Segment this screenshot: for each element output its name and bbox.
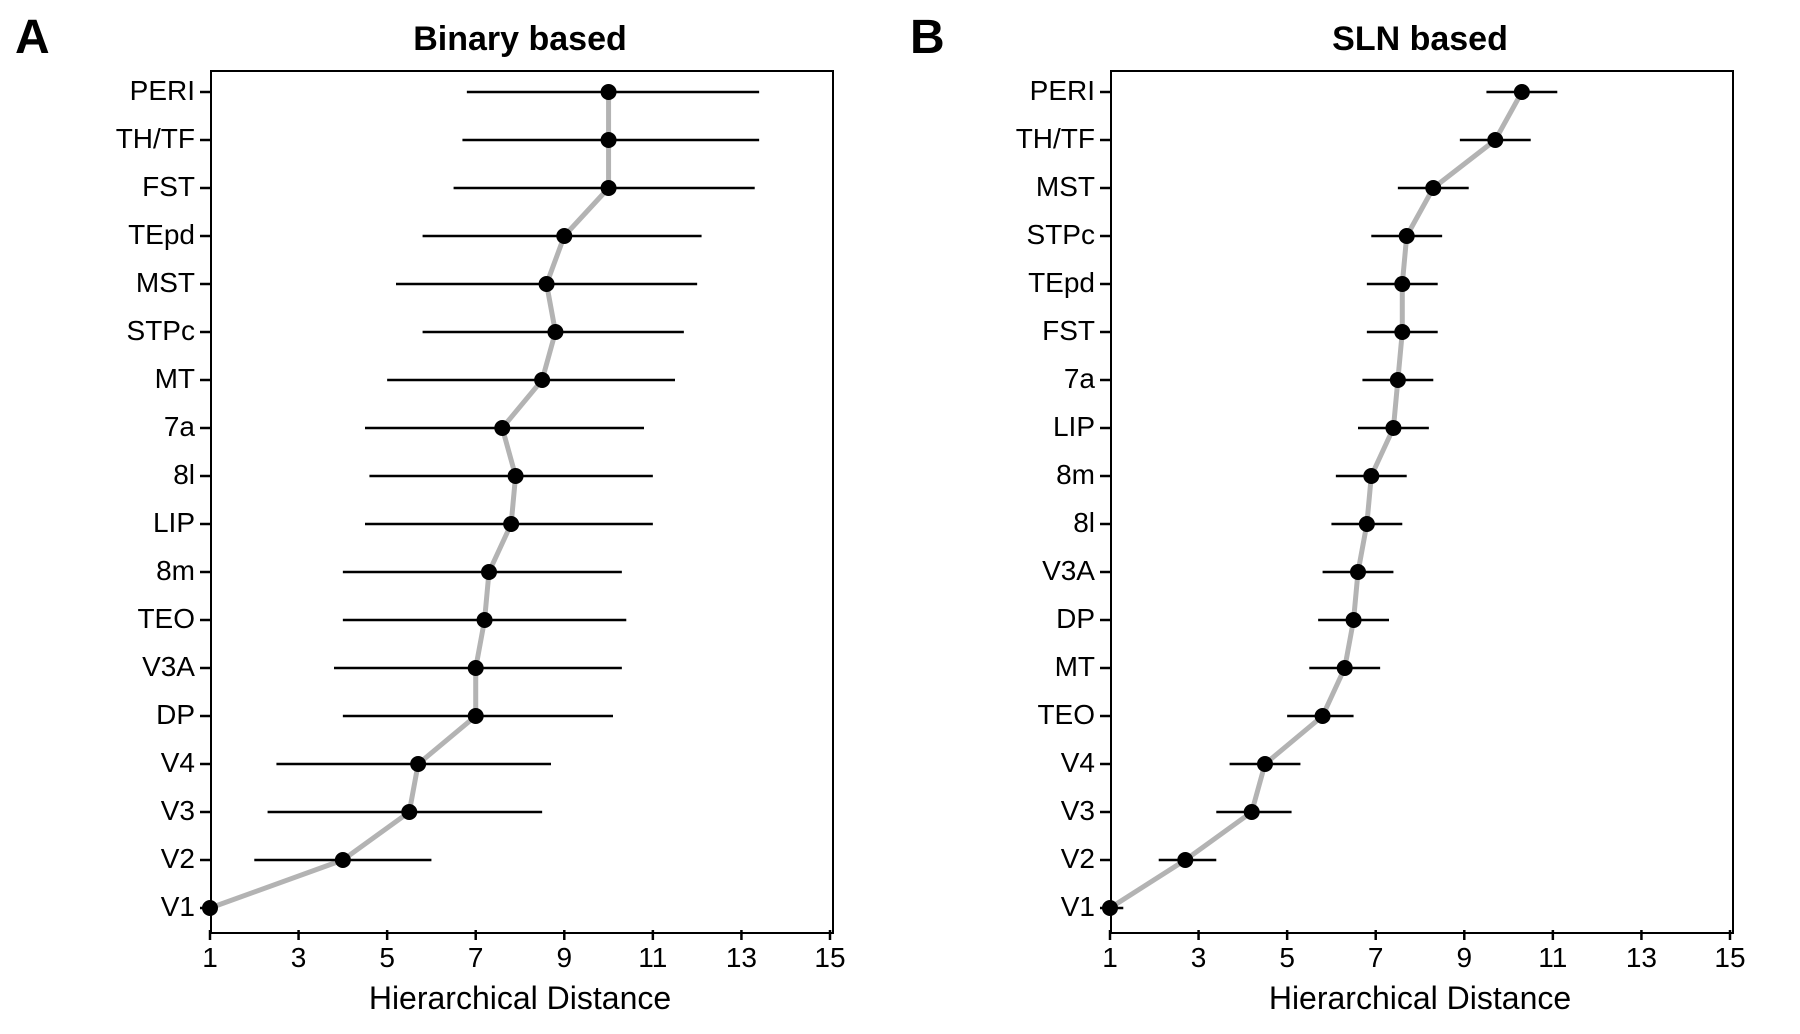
x-tick-label: 11 xyxy=(1528,942,1578,974)
y-tick-label: V3A xyxy=(940,555,1095,587)
y-tick-label: 7a xyxy=(940,363,1095,395)
x-tick-label: 9 xyxy=(1439,942,1489,974)
y-tick-label: V2 xyxy=(940,843,1095,875)
x-tick-label: 3 xyxy=(1174,942,1224,974)
y-tick-label: V4 xyxy=(940,747,1095,779)
y-tick-label: TH/TF xyxy=(940,123,1095,155)
y-tick-label: MT xyxy=(940,651,1095,683)
y-tick-label: LIP xyxy=(940,411,1095,443)
figure-root: A Binary based V1V2V3V4DPV3ATEO8mLIP8l7a… xyxy=(0,0,1800,1034)
y-tick-label: PERI xyxy=(940,75,1095,107)
x-tick-label: 15 xyxy=(1705,942,1755,974)
panel-b-svg xyxy=(0,0,1800,1034)
y-tick-label: STPc xyxy=(940,219,1095,251)
y-tick-label: FST xyxy=(940,315,1095,347)
y-tick-label: DP xyxy=(940,603,1095,635)
y-tick-label: V1 xyxy=(940,891,1095,923)
x-tick-label: 13 xyxy=(1616,942,1666,974)
y-tick-label: TEO xyxy=(940,699,1095,731)
panel-b-xlabel: Hierarchical Distance xyxy=(1110,980,1730,1017)
y-tick-label: MST xyxy=(940,171,1095,203)
y-tick-label: 8l xyxy=(940,507,1095,539)
y-tick-label: TEpd xyxy=(940,267,1095,299)
x-tick-label: 7 xyxy=(1351,942,1401,974)
x-tick-label: 1 xyxy=(1085,942,1135,974)
y-tick-label: 8m xyxy=(940,459,1095,491)
x-tick-label: 5 xyxy=(1262,942,1312,974)
y-tick-label: V3 xyxy=(940,795,1095,827)
